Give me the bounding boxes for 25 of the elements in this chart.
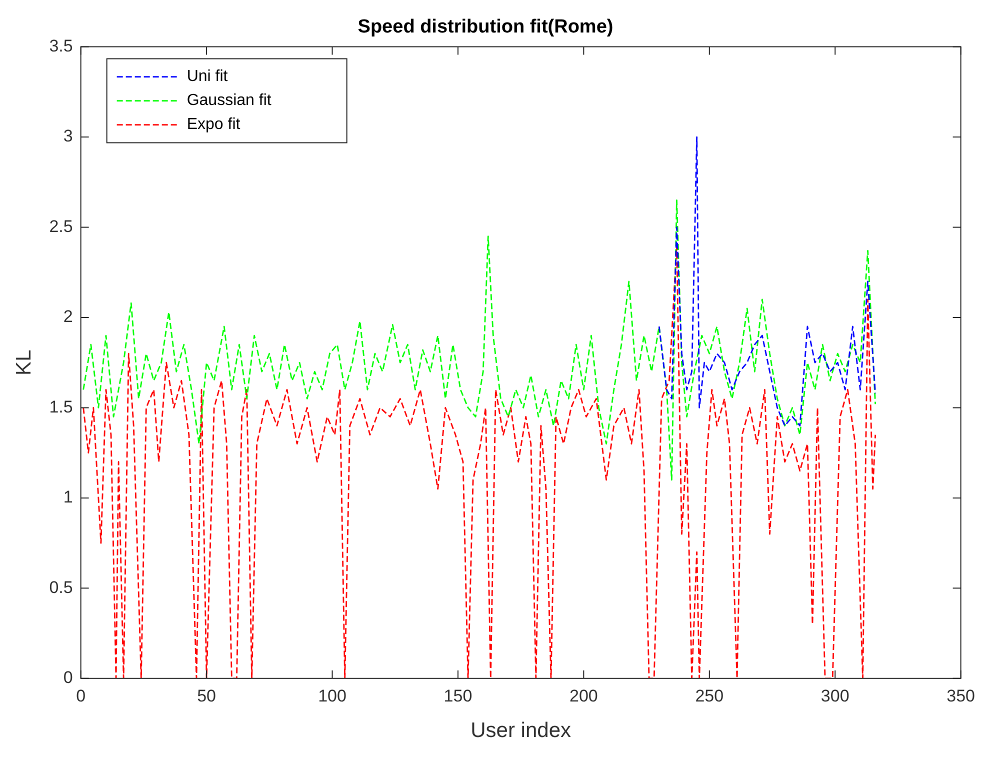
chart-title: Speed distribution fit(Rome) — [358, 16, 614, 38]
legend-label: Uni fit — [186, 68, 228, 86]
line-series — [658, 136, 876, 426]
legend-label: Expo fit — [186, 116, 241, 134]
y-tick-label: 2 — [63, 307, 73, 326]
x-tick-label: 0 — [76, 686, 86, 706]
y-tick-label: 0.5 — [49, 578, 73, 597]
x-axis-title: User index — [470, 719, 572, 742]
x-tick-label: 200 — [569, 686, 598, 706]
x-tick-label: 100 — [318, 686, 346, 706]
x-tick-label: 350 — [946, 686, 976, 706]
y-tick-label: 1.5 — [49, 397, 73, 416]
legend-label: Gaussian fit — [186, 92, 272, 110]
y-tick-label: 3.5 — [49, 36, 73, 56]
x-tick-label: 250 — [695, 686, 724, 706]
y-tick-label: 0 — [63, 668, 73, 688]
x-tick-label: 300 — [820, 686, 850, 706]
y-tick-label: 2.5 — [49, 216, 73, 236]
y-axis-title: KL — [12, 350, 36, 376]
x-tick-label: 50 — [197, 686, 216, 706]
line-series — [82, 199, 876, 481]
line-series — [82, 244, 876, 678]
x-tick-label: 150 — [444, 686, 472, 706]
y-tick-label: 1 — [63, 488, 73, 507]
y-tick-label: 3 — [63, 126, 73, 146]
